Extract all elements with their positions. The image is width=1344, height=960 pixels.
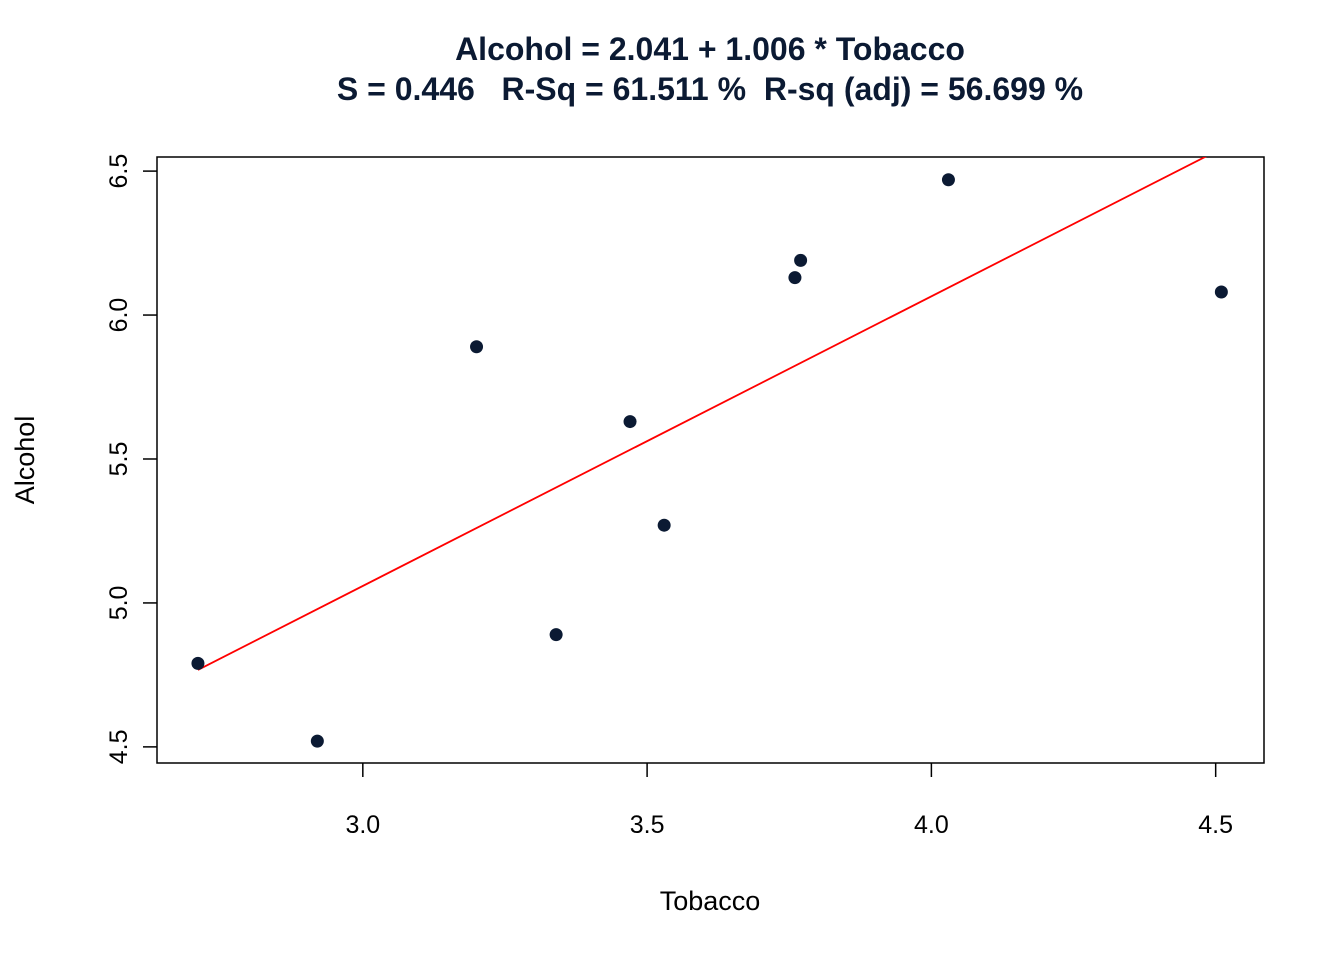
data-point: [549, 628, 563, 642]
data-point: [191, 656, 205, 670]
data-point: [470, 340, 484, 354]
data-point: [941, 173, 955, 187]
x-tick-label: 3.0: [345, 811, 380, 839]
y-tick-label: 6.0: [105, 298, 133, 333]
y-axis-label: Alcohol: [10, 416, 40, 505]
x-tick-label: 3.5: [630, 811, 665, 839]
data-point: [1214, 285, 1228, 299]
x-axis-label: Tobacco: [660, 886, 761, 916]
chart-title: Alcohol = 2.041 + 1.006 * Tobacco: [455, 31, 965, 67]
data-point: [788, 271, 802, 285]
data-point: [657, 518, 671, 532]
data-point: [794, 253, 808, 267]
data-points: [191, 173, 1228, 748]
data-point: [623, 415, 637, 429]
y-axis: 4.5 5.0 5.5 6.0 6.5: [105, 154, 157, 764]
plot-frame: [156, 156, 1265, 764]
y-tick-label: 5.5: [105, 442, 133, 477]
y-tick-label: 5.0: [105, 586, 133, 621]
chart-subtitle: S = 0.446 R-Sq = 61.511 % R-sq (adj) = 5…: [337, 71, 1083, 107]
x-tick-label: 4.0: [914, 811, 949, 839]
x-tick-label: 4.5: [1198, 811, 1233, 839]
x-axis: 3.0 3.5 4.0 4.5: [345, 763, 1233, 839]
y-tick-label: 6.5: [105, 154, 133, 189]
data-point: [310, 734, 324, 748]
y-tick-label: 4.5: [105, 729, 133, 764]
regression-line: [197, 157, 1207, 671]
